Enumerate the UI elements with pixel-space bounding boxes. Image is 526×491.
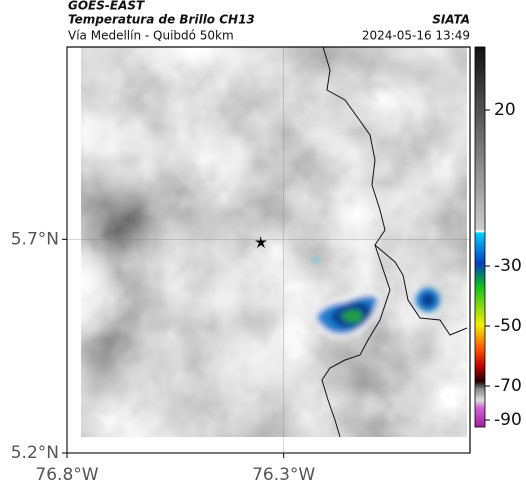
colorbar-tick-label: -70 xyxy=(494,376,522,396)
x-tick-label: 76.8°W xyxy=(35,465,98,485)
convective-cells xyxy=(312,258,440,338)
brand: SIATA xyxy=(432,13,470,27)
title: Temperatura de Brillo CH13 xyxy=(68,13,255,27)
colorbar-tick-label: -30 xyxy=(494,256,522,276)
subtitle: Vía Medellín - Quibdó 50km xyxy=(68,29,234,43)
colorbar-tick-label: -50 xyxy=(494,316,522,336)
cloud-texture xyxy=(81,47,467,437)
y-tick-label: 5.2°N xyxy=(11,443,59,463)
location-marker xyxy=(255,236,267,248)
timestamp: 2024-05-16 13:49 xyxy=(362,29,470,43)
x-tick-label: 76.3°W xyxy=(252,465,315,485)
border-line xyxy=(322,46,468,336)
colorbar-tick-label: 20 xyxy=(494,100,516,120)
satellite-image xyxy=(81,46,468,438)
border-line xyxy=(321,244,391,438)
colorbar-tick-label: -90 xyxy=(494,410,522,430)
colorbar xyxy=(474,46,486,428)
y-tick-label: 5.7°N xyxy=(11,229,59,249)
source: GOES-EAST xyxy=(68,0,145,13)
